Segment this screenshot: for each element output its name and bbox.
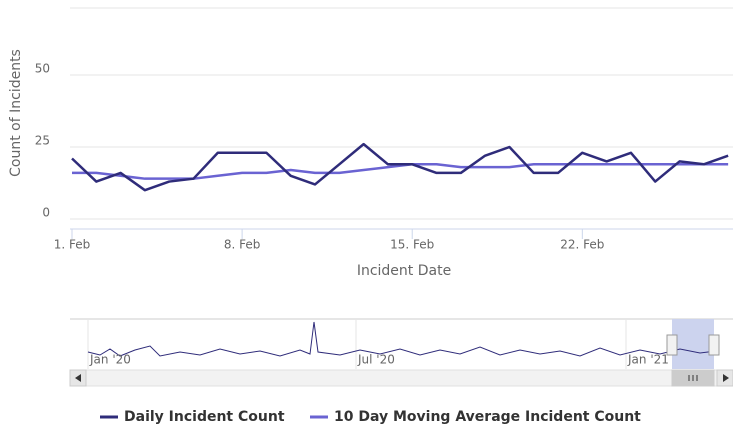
navigator-label: Jan '20 [89, 353, 131, 367]
y-axis-label: Count of Incidents [8, 49, 24, 177]
arrow-right [723, 374, 729, 382]
arrow-left [75, 374, 81, 382]
navigator-handle[interactable] [708, 334, 720, 356]
scrollbar-track[interactable] [69, 369, 733, 387]
series-line [72, 163, 729, 180]
navigator-handle[interactable] [666, 334, 678, 356]
navigator [69, 318, 733, 387]
y-tick-label: 50 [35, 62, 50, 76]
legend-item[interactable]: 10 Day Moving Average Incident Count [310, 409, 641, 425]
legend-item[interactable]: Daily Incident Count [100, 409, 285, 425]
navigator-mask [672, 319, 714, 369]
x-axis-label: Incident Date [357, 263, 451, 279]
x-tick-label: 22. Feb [560, 238, 604, 252]
x-tick-label: 1. Feb [54, 238, 91, 252]
thumb-grip [688, 375, 698, 381]
y-tick-label: 0 [42, 206, 50, 220]
x-tick-label: 15. Feb [390, 238, 434, 252]
navigator-line [87, 321, 717, 357]
x-tick-label: 8. Feb [224, 238, 261, 252]
navigator-label: Jul '20 [357, 353, 395, 367]
series-line [71, 142, 729, 192]
y-tick-label: 25 [35, 134, 50, 148]
legend-label: 10 Day Moving Average Incident Count [334, 409, 641, 425]
legend-label: Daily Incident Count [124, 409, 285, 425]
navigator-label: Jan '21 [627, 353, 669, 367]
